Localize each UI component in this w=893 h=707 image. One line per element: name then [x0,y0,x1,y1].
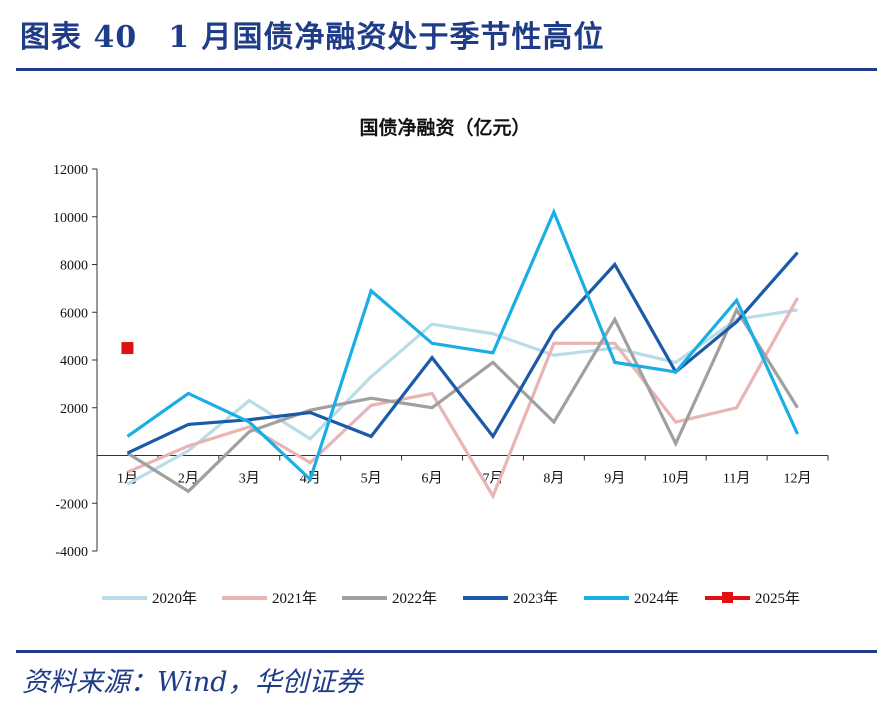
source-note: 资料来源：Wind，华创证券 [22,667,363,698]
legend-item: 2021年 [222,590,317,607]
legend-label: 2024年 [634,590,679,607]
chart-title: 国债净融资（亿元） [359,116,530,139]
legend-label: 2025年 [755,590,800,607]
x-tick-label: 5月 [361,471,382,487]
x-tick-label: 12月 [784,471,812,487]
x-axis-ticks: 1月 2月 3月 4月 5月 6月 7月 8月 9月 10月 11月 12月 [96,455,829,487]
y-tick-label: 4000 [60,354,88,369]
x-tick-label: 10月 [662,471,690,487]
bottom-divider [16,650,877,653]
y-axis-ticks: -4000 -2000 2000 4000 6000 8000 10000 12000 [53,163,97,560]
series-group [121,207,799,500]
x-tick-label: 9月 [604,471,625,487]
legend-item: 2022年 [342,590,437,607]
x-tick-label: 11月 [723,471,750,487]
legend-item: 2023年 [463,590,558,607]
series-2025年 [121,342,134,355]
legend-item: 2020年 [102,590,197,607]
y-tick-label: 10000 [53,211,88,226]
x-tick-label: 6月 [422,471,443,487]
legend-marker [722,592,733,603]
legend-item: 2024年 [584,590,679,607]
figure-title: 图表 40 1 月国债净融资处于季节性高位 [20,20,605,55]
legend-label: 2020年 [152,590,197,607]
top-divider [16,68,877,71]
x-tick-label: 3月 [239,471,260,487]
legend-label: 2023年 [513,590,558,607]
series-line [126,308,798,486]
series-2022年 [126,306,799,494]
series-line [126,207,799,483]
y-tick-label: 12000 [53,163,88,178]
series-line [126,306,799,494]
y-tick-label: 8000 [60,259,88,274]
x-tick-label: 2月 [178,471,199,487]
y-tick-label: -2000 [55,497,88,512]
series-2024年 [126,207,799,483]
y-tick-label: -4000 [55,545,88,560]
legend-item: 2025年 [705,590,800,607]
x-tick-label: 8月 [543,471,564,487]
y-tick-label: 6000 [60,306,88,321]
data-point [121,342,134,355]
line-chart: 国债净融资（亿元） -4000 -2000 2000 4000 6000 8000 1000… [53,116,829,607]
series-2023年 [126,251,799,455]
series-2020年 [126,308,798,486]
series-line [126,251,799,455]
legend-label: 2021年 [272,590,317,607]
legend-label: 2022年 [392,590,437,607]
y-tick-label: 2000 [60,402,88,417]
legend: 2020年 2021年 2022年 2023年 2024年 2025年 [102,590,800,607]
